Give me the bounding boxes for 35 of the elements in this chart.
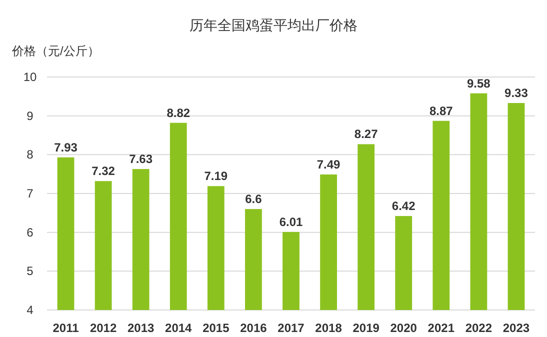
data-label: 7.49 — [316, 157, 341, 172]
y-tick-label: 9 — [26, 108, 34, 123]
data-label: 7.93 — [54, 140, 78, 154]
x-tick-label: 2012 — [90, 321, 117, 335]
x-tick-label: 2020 — [390, 321, 418, 335]
x-tick-label: 2022 — [465, 321, 492, 335]
x-tick-label: 2014 — [165, 321, 192, 335]
x-tick-label: 2017 — [278, 321, 305, 335]
data-label: 8.82 — [166, 106, 190, 120]
data-label: 6.6 — [245, 192, 262, 206]
y-tick-label: 10 — [23, 70, 37, 84]
data-label: 7.19 — [204, 169, 228, 184]
y-tick-label: 6 — [26, 225, 34, 240]
data-label: 8.27 — [354, 127, 378, 142]
y-tick-label: 8 — [26, 148, 34, 162]
data-label: 8.87 — [429, 104, 454, 118]
x-tick-label: 2023 — [502, 321, 530, 335]
x-tick-label: 2021 — [428, 321, 455, 335]
y-tick-label: 4 — [26, 303, 34, 317]
x-tick-label: 2018 — [315, 321, 342, 335]
data-label: 6.01 — [279, 214, 303, 229]
x-tick-label: 2015 — [202, 321, 230, 335]
y-axis-title: 价格（元/公斤） — [11, 44, 100, 58]
data-label: 6.42 — [392, 199, 416, 214]
data-label: 9.58 — [467, 76, 491, 90]
data-label: 9.33 — [504, 86, 528, 100]
y-tick-label: 5 — [26, 264, 34, 278]
x-tick-label: 2019 — [352, 321, 380, 335]
chart-title: 历年全国鸡蛋平均出厂价格 — [190, 17, 358, 33]
x-tick-label: 2013 — [127, 321, 155, 335]
data-label: 7.63 — [129, 152, 153, 166]
y-tick-label: 7 — [26, 186, 34, 200]
x-tick-label: 2011 — [52, 321, 80, 335]
data-label: 7.32 — [92, 164, 116, 178]
x-tick-label: 2016 — [240, 321, 268, 335]
